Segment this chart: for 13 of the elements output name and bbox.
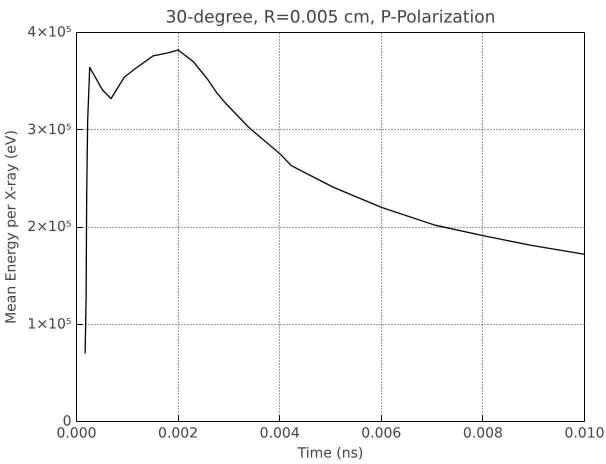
x-tick-label: 0.004	[260, 426, 300, 442]
x-tick-label: 0.002	[158, 426, 198, 442]
y-axis-title: Mean Energy per X-ray (eV)	[3, 130, 20, 324]
x-tick-label: 0.006	[361, 426, 402, 442]
x-tick-label: 0.000	[56, 426, 97, 442]
y-tick-label: 1×10⁵	[27, 316, 72, 332]
y-tick-label: 4×10⁵	[27, 24, 72, 40]
y-tick-label: 3×10⁵	[27, 122, 72, 138]
y-tick-label: 2×10⁵	[27, 219, 72, 235]
x-tick-label: 0.010	[564, 426, 605, 442]
x-tick-label: 0.008	[462, 426, 503, 442]
x-axis-title: Time (ns)	[296, 446, 364, 462]
chart-title: 30-degree, R=0.005 cm, P-Polarization	[166, 8, 496, 28]
